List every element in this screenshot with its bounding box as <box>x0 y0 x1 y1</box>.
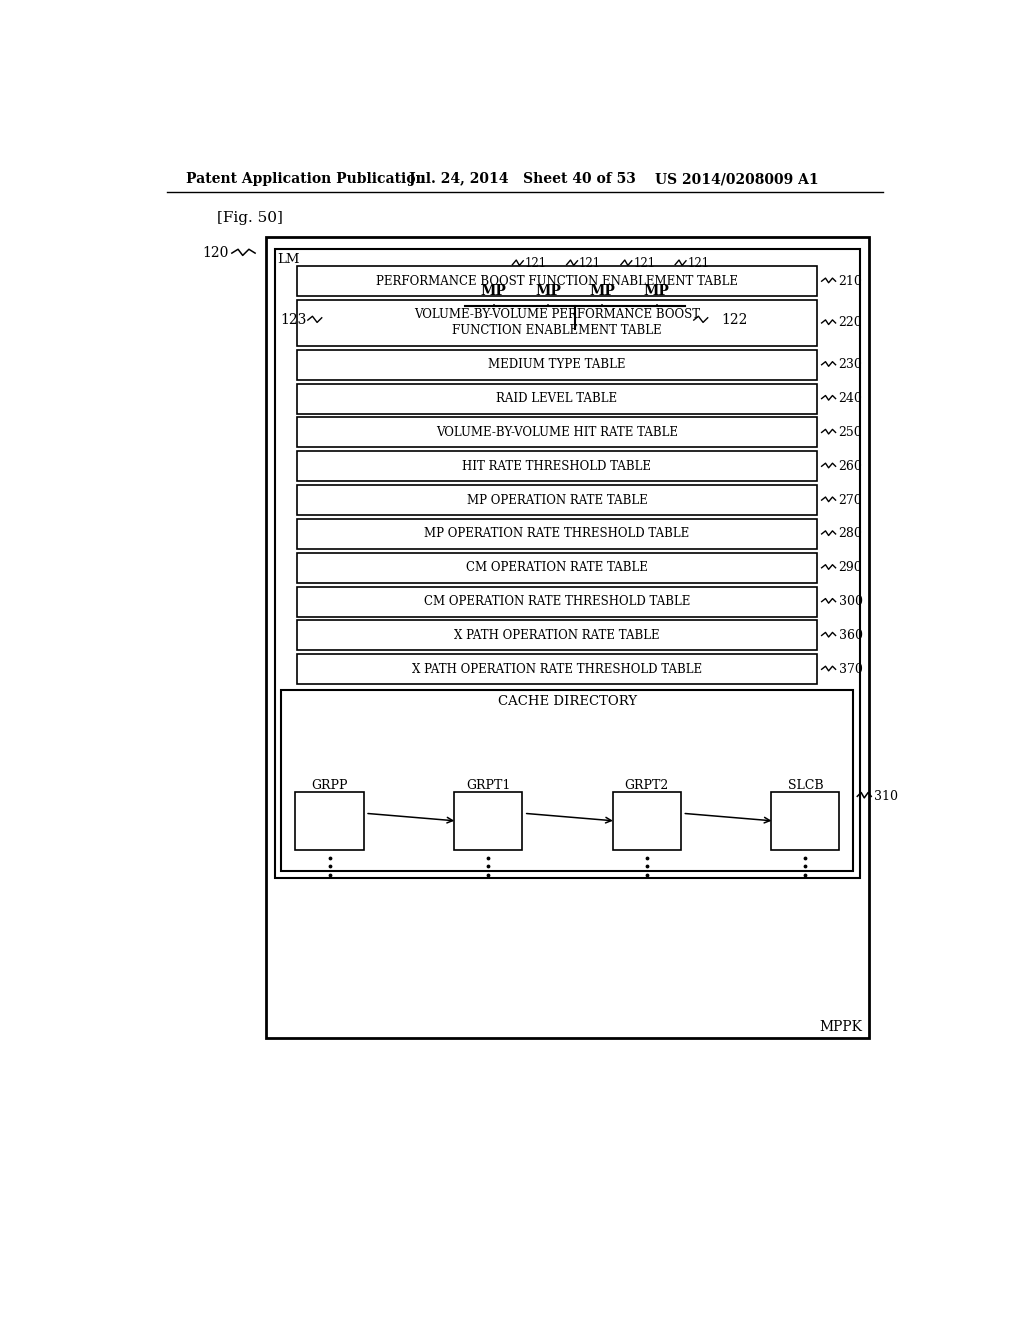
Text: MP: MP <box>590 284 615 298</box>
Bar <box>297 655 817 684</box>
Bar <box>297 451 817 482</box>
Bar <box>297 300 817 346</box>
Text: GRPT1: GRPT1 <box>466 779 510 792</box>
Bar <box>297 486 817 515</box>
Text: CM OPERATION RATE TABLE: CM OPERATION RATE TABLE <box>466 561 648 574</box>
Text: GRPP: GRPP <box>311 779 348 792</box>
Text: 300: 300 <box>839 595 862 609</box>
Text: 121: 121 <box>633 256 655 269</box>
Text: 270: 270 <box>839 494 862 507</box>
Bar <box>275 249 859 878</box>
Bar <box>771 792 840 850</box>
Text: CACHE DIRECTORY: CACHE DIRECTORY <box>498 694 637 708</box>
Bar <box>297 350 817 380</box>
Text: Jul. 24, 2014   Sheet 40 of 53: Jul. 24, 2014 Sheet 40 of 53 <box>409 172 636 186</box>
Text: 370: 370 <box>839 663 862 676</box>
Bar <box>454 792 522 850</box>
Text: 260: 260 <box>839 459 862 473</box>
Text: 121: 121 <box>524 256 547 269</box>
Text: X PATH OPERATION RATE THRESHOLD TABLE: X PATH OPERATION RATE THRESHOLD TABLE <box>412 663 702 676</box>
Bar <box>297 384 817 413</box>
Text: 122: 122 <box>721 313 748 327</box>
Bar <box>295 792 364 850</box>
Text: 240: 240 <box>839 392 862 405</box>
Text: 290: 290 <box>839 561 862 574</box>
Bar <box>297 553 817 583</box>
Bar <box>612 792 681 850</box>
Text: MP OPERATION RATE TABLE: MP OPERATION RATE TABLE <box>467 494 647 507</box>
Bar <box>297 417 817 447</box>
Bar <box>266 238 869 1038</box>
Text: 230: 230 <box>839 358 862 371</box>
Text: LM: LM <box>278 253 300 267</box>
Text: [Fig. 50]: [Fig. 50] <box>217 211 283 224</box>
Text: US 2014/0208009 A1: US 2014/0208009 A1 <box>655 172 818 186</box>
Text: MP OPERATION RATE THRESHOLD TABLE: MP OPERATION RATE THRESHOLD TABLE <box>424 528 689 540</box>
Text: VOLUME-BY-VOLUME HIT RATE TABLE: VOLUME-BY-VOLUME HIT RATE TABLE <box>436 426 678 440</box>
Bar <box>471 277 516 305</box>
Bar <box>297 267 817 296</box>
Bar <box>580 277 625 305</box>
Text: MEDIUM TYPE TABLE: MEDIUM TYPE TABLE <box>488 358 626 371</box>
Text: HIT RATE THRESHOLD TABLE: HIT RATE THRESHOLD TABLE <box>463 459 651 473</box>
Text: MP: MP <box>536 284 561 298</box>
Text: MP: MP <box>644 284 670 298</box>
Text: 310: 310 <box>874 789 898 803</box>
Text: 220: 220 <box>839 317 862 330</box>
Text: GRPT2: GRPT2 <box>625 779 669 792</box>
Text: CM OPERATION RATE THRESHOLD TABLE: CM OPERATION RATE THRESHOLD TABLE <box>424 595 690 609</box>
Text: PERFORMANCE BOOST FUNCTION ENABLEMENT TABLE: PERFORMANCE BOOST FUNCTION ENABLEMENT TA… <box>376 275 738 288</box>
Text: 123: 123 <box>280 313 306 327</box>
Text: 121: 121 <box>579 256 601 269</box>
Text: MP: MP <box>481 284 507 298</box>
Bar <box>282 690 853 871</box>
Text: 250: 250 <box>839 426 862 440</box>
Text: 210: 210 <box>839 275 862 288</box>
Text: Patent Application Publication: Patent Application Publication <box>186 172 426 186</box>
Text: VOLUME-BY-VOLUME PERFORMANCE BOOST
FUNCTION ENABLEMENT TABLE: VOLUME-BY-VOLUME PERFORMANCE BOOST FUNCT… <box>414 309 700 338</box>
Bar <box>297 620 817 651</box>
Bar <box>634 277 679 305</box>
Text: 120: 120 <box>203 246 228 260</box>
Bar <box>525 277 570 305</box>
Text: 360: 360 <box>839 628 862 642</box>
Bar <box>297 519 817 549</box>
Text: X PATH OPERATION RATE TABLE: X PATH OPERATION RATE TABLE <box>455 628 659 642</box>
Text: RAID LEVEL TABLE: RAID LEVEL TABLE <box>497 392 617 405</box>
Text: 280: 280 <box>839 528 862 540</box>
Text: MPPK: MPPK <box>819 1020 862 1034</box>
Text: 121: 121 <box>687 256 710 269</box>
Text: SLCB: SLCB <box>787 779 823 792</box>
Bar <box>297 586 817 616</box>
